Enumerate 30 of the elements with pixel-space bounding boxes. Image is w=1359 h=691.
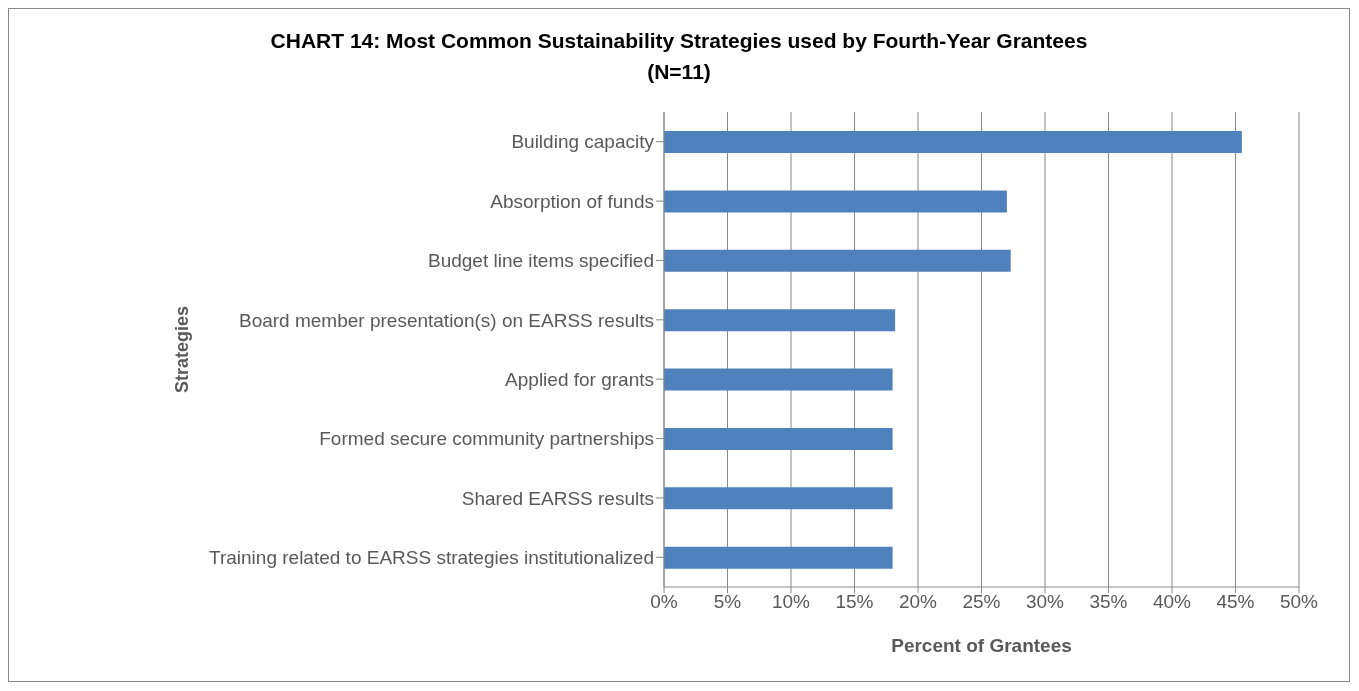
bar — [664, 131, 1242, 153]
y-tick-label: Training related to EARSS strategies institutionalized — [209, 547, 654, 569]
y-tick-label: Building capacity — [511, 131, 655, 153]
bar — [664, 546, 893, 569]
x-tick-label: 45% — [1216, 591, 1255, 613]
y-tick-label: Applied for grants — [505, 368, 654, 390]
chart-title: CHART 14: Most Common Sustainability Strategies used by Fourth-Year Grantees (N=11) — [269, 28, 1089, 85]
x-tick-label: 50% — [1279, 591, 1319, 613]
x-tick-label: 15% — [835, 591, 874, 613]
y-tick-label: Board member presentation(s) on EARSS results — [238, 309, 654, 331]
x-tick-label: 25% — [962, 591, 1001, 613]
x-tick-label: 20% — [898, 591, 938, 613]
x-tick-label: 40% — [1152, 591, 1192, 613]
bar — [664, 190, 1007, 213]
bar — [664, 427, 893, 450]
x-tick-label: 30% — [1025, 591, 1065, 613]
bar — [664, 368, 893, 391]
x-tick-label: 5% — [713, 591, 742, 613]
y-tick-label: Absorption of funds — [490, 190, 654, 212]
bar — [664, 309, 896, 332]
x-axis-title: Percent of Grantees — [891, 635, 1072, 656]
y-axis-title: Strategies — [172, 305, 193, 394]
x-tick-label: 35% — [1089, 591, 1128, 613]
y-tick-label: Formed secure community partnerships — [319, 428, 654, 450]
bar — [664, 487, 893, 510]
x-tick-label: 0% — [650, 591, 678, 613]
bar — [664, 249, 1011, 272]
y-tick-label: Shared EARSS results — [461, 487, 654, 509]
x-tick-label: 10% — [771, 591, 811, 613]
y-tick-label: Budget line items specified — [427, 250, 654, 272]
